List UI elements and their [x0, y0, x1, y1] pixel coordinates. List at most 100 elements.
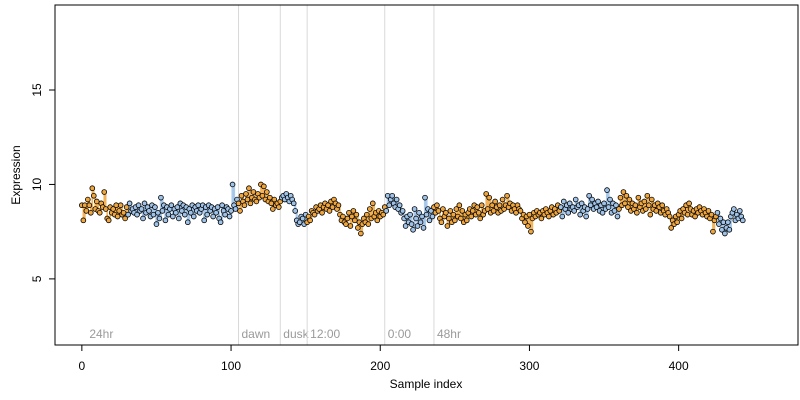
data-point [250, 189, 257, 195]
annotation-label: 0:00 [388, 327, 412, 341]
data-point [122, 215, 128, 222]
data-point [447, 208, 454, 214]
data-point [484, 206, 491, 212]
data-point [504, 192, 510, 199]
data-point [174, 204, 181, 210]
data-point [616, 206, 622, 212]
data-point [93, 198, 100, 205]
data-point [138, 206, 145, 212]
annotation-layer: 24hr dawn dusk 12:00 0:00 48hr [89, 5, 461, 345]
data-point [496, 202, 503, 209]
data-point [217, 219, 224, 226]
data-point [589, 196, 595, 203]
data-point [416, 209, 422, 216]
data-point [135, 202, 142, 209]
data-point [428, 208, 434, 214]
data-point [140, 215, 146, 222]
data-point [595, 198, 601, 205]
data-point [474, 204, 481, 210]
data-point [731, 206, 737, 212]
data-point [329, 204, 336, 210]
data-point [490, 208, 497, 214]
data-point [705, 208, 712, 214]
data-point [292, 208, 299, 214]
data-point [557, 204, 564, 210]
data-point [235, 200, 242, 207]
data-point [244, 196, 251, 203]
data-point [116, 208, 122, 214]
data-point [726, 226, 733, 233]
data-point [499, 196, 506, 203]
data-point [586, 192, 592, 199]
data-point [347, 223, 354, 229]
data-point [452, 217, 458, 224]
data-point [156, 215, 163, 222]
y-axis: 5 10 15 [30, 83, 56, 282]
data-point [469, 208, 476, 214]
data-point [399, 208, 406, 214]
data-point [241, 202, 248, 209]
data-point [565, 209, 572, 216]
data-point [601, 200, 607, 207]
data-point [275, 204, 282, 210]
data-point [83, 208, 90, 214]
data-point [173, 209, 179, 216]
data-point [219, 202, 225, 209]
data-point [120, 209, 127, 216]
data-point [475, 209, 482, 216]
data-point [349, 213, 355, 220]
data-point [88, 209, 94, 216]
data-point [620, 189, 627, 195]
data-point [546, 213, 552, 220]
annotation-label: dawn [242, 327, 271, 341]
data-point [659, 202, 666, 209]
data-point [717, 215, 724, 222]
data-point [229, 181, 236, 188]
data-point [270, 206, 276, 212]
data-point [343, 221, 349, 227]
data-point [413, 215, 419, 222]
data-point [344, 215, 351, 222]
data-point [463, 217, 470, 224]
annotation-label: 24hr [89, 327, 113, 341]
data-point [450, 211, 457, 218]
data-point [168, 202, 175, 209]
data-point [634, 209, 640, 216]
data-point [102, 206, 109, 212]
data-point [299, 215, 306, 222]
data-point [246, 185, 252, 192]
data-point [267, 194, 273, 201]
data-point [678, 215, 685, 222]
data-point [708, 211, 715, 218]
data-point [204, 211, 210, 218]
data-point [737, 208, 743, 214]
data-point [486, 194, 492, 201]
data-point [559, 213, 566, 220]
data-point [572, 196, 579, 203]
data-point [165, 211, 172, 218]
data-point [228, 208, 234, 214]
data-point [489, 202, 495, 209]
data-point [635, 194, 642, 201]
data-point [648, 196, 655, 203]
data-point [396, 202, 403, 209]
data-point [528, 228, 534, 235]
data-point [422, 194, 428, 201]
data-point [350, 208, 357, 214]
data-point [453, 206, 460, 212]
data-point [90, 192, 97, 199]
data-point [201, 217, 207, 224]
data-point [307, 217, 313, 224]
data-point [411, 206, 418, 212]
data-point [435, 208, 442, 214]
data-point [599, 209, 606, 216]
data-point [666, 213, 673, 220]
data-point [153, 221, 160, 227]
data-point [578, 200, 585, 207]
x-tick-label: 300 [519, 359, 539, 373]
data-point [374, 217, 381, 224]
data-point [268, 200, 275, 207]
data-point [105, 217, 112, 224]
data-point [114, 213, 121, 220]
